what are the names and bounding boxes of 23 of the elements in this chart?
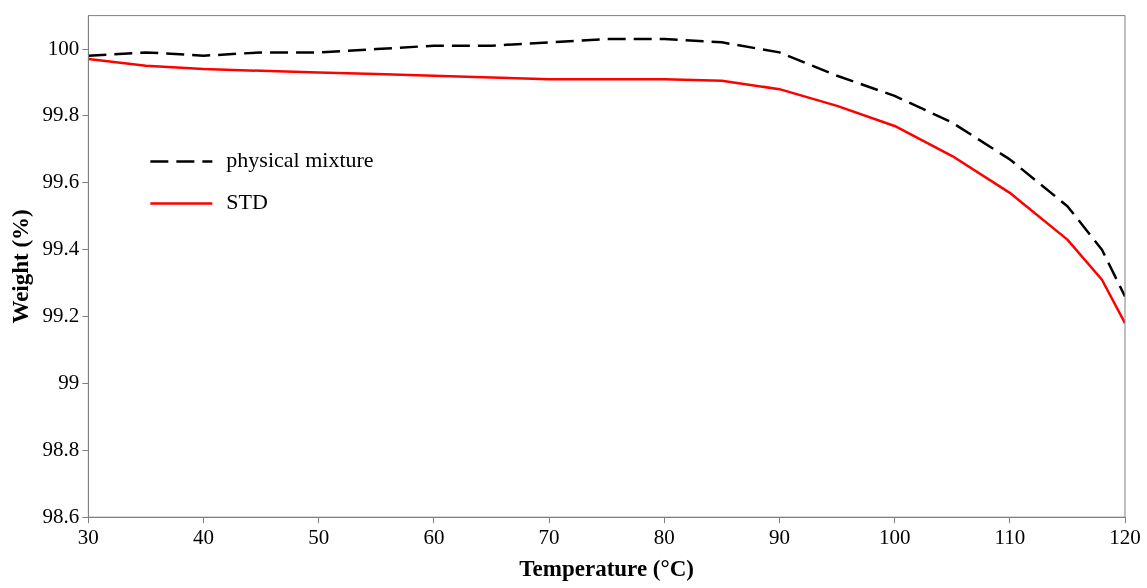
y-tick-label: 100 <box>47 35 80 60</box>
x-tick-label: 110 <box>994 525 1026 550</box>
x-tick-label: 80 <box>653 525 675 550</box>
y-tick-label: 99.2 <box>42 303 80 328</box>
legend-label: physical mixture <box>226 147 374 173</box>
x-tick-label: 60 <box>423 525 445 550</box>
y-tick-label: 99.4 <box>42 236 80 261</box>
x-tick-label: 90 <box>768 525 790 550</box>
y-tick-label: 99 <box>58 369 80 394</box>
x-tick-label: 40 <box>193 525 215 550</box>
y-tick-label: 98.8 <box>42 436 80 461</box>
y-tick-label: 98.6 <box>42 503 80 528</box>
x-tick-label: 50 <box>308 525 330 550</box>
y-tick-label: 99.8 <box>42 102 80 127</box>
legend-label: STD <box>226 189 268 215</box>
x-tick-label: 30 <box>77 525 99 550</box>
line-series <box>88 37 1125 298</box>
x-tick-label: 120 <box>1109 525 1141 550</box>
x-axis-title: Temperature (°C) <box>519 556 694 582</box>
y-axis-title: Weight (%) <box>7 209 33 324</box>
x-tick-label: 100 <box>878 525 911 550</box>
y-tick-label: 99.6 <box>42 169 80 194</box>
x-tick-label: 70 <box>538 525 560 550</box>
